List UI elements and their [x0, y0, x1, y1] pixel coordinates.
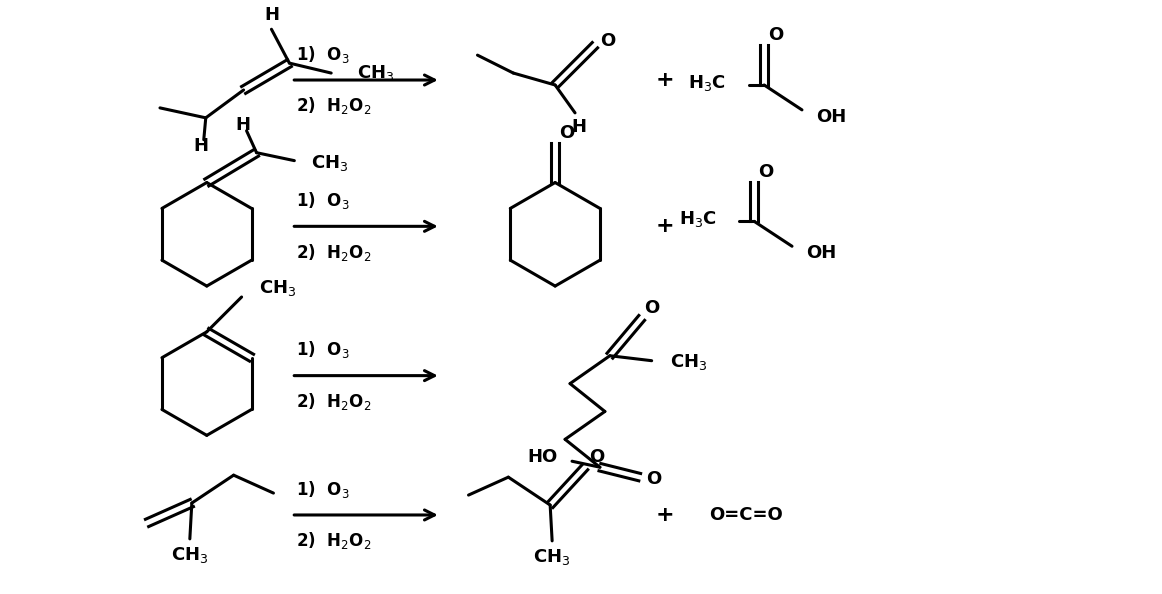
Text: OH: OH: [816, 108, 846, 126]
Text: O: O: [601, 32, 616, 50]
Text: H: H: [264, 7, 279, 24]
Text: O: O: [759, 163, 774, 181]
Text: +: +: [655, 216, 674, 236]
Text: 2)  H$_2$O$_2$: 2) H$_2$O$_2$: [296, 530, 372, 551]
Text: O: O: [559, 124, 575, 142]
Text: 1)  O$_3$: 1) O$_3$: [296, 190, 350, 211]
Text: H$_3$C: H$_3$C: [689, 73, 726, 93]
Text: 2)  H$_2$O$_2$: 2) H$_2$O$_2$: [296, 391, 372, 412]
Text: O: O: [589, 448, 604, 466]
Text: CH$_3$: CH$_3$: [171, 545, 208, 565]
Text: H: H: [235, 116, 250, 134]
Text: +: +: [655, 505, 674, 525]
Text: 1)  O$_3$: 1) O$_3$: [296, 339, 350, 360]
Text: H$_3$C: H$_3$C: [679, 209, 716, 229]
Text: O=C=O: O=C=O: [709, 506, 783, 524]
Text: O: O: [646, 470, 661, 488]
Text: CH$_3$: CH$_3$: [533, 547, 571, 567]
Text: H: H: [572, 118, 587, 136]
Text: 1)  O$_3$: 1) O$_3$: [296, 43, 350, 65]
Text: OH: OH: [806, 244, 837, 262]
Text: 2)  H$_2$O$_2$: 2) H$_2$O$_2$: [296, 242, 372, 263]
Text: 2)  H$_2$O$_2$: 2) H$_2$O$_2$: [296, 96, 372, 116]
Text: O: O: [644, 299, 659, 317]
Text: CH$_3$: CH$_3$: [258, 278, 296, 298]
Text: HO: HO: [528, 448, 558, 466]
Text: CH$_3$: CH$_3$: [669, 352, 706, 372]
Text: +: +: [655, 70, 674, 90]
Text: H: H: [193, 137, 208, 154]
Text: 1)  O$_3$: 1) O$_3$: [296, 479, 350, 500]
Text: O: O: [768, 26, 783, 44]
Text: CH$_3$: CH$_3$: [357, 63, 394, 83]
Text: CH$_3$: CH$_3$: [311, 153, 349, 173]
